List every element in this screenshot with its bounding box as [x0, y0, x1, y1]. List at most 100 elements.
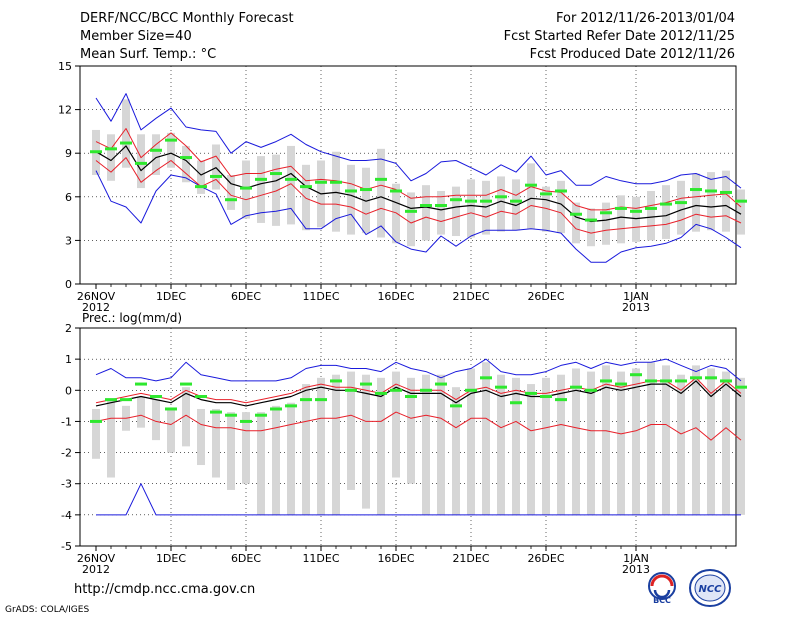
- temp-climatology-marker: [510, 199, 522, 203]
- temp-climatology-marker: [195, 185, 207, 189]
- temp-climatology-marker: [405, 209, 417, 213]
- prec-climatology-marker: [360, 382, 372, 386]
- prec-climatology-marker: [540, 395, 552, 399]
- prec-x-tick-label: 11DEC: [302, 552, 339, 565]
- forecast-produced-date: Fcst Produced Date 2012/11/26: [529, 47, 735, 62]
- prec-ensemble-box: [287, 402, 295, 515]
- temp-ensemble-box: [707, 172, 715, 231]
- prec-ensemble-box: [257, 412, 265, 515]
- prec-climatology-marker: [300, 398, 312, 402]
- temp-climatology-marker: [495, 195, 507, 199]
- temp-ensemble-box: [107, 134, 115, 181]
- prec-y-tick-label: -3: [61, 478, 72, 491]
- temp-ensemble-box: [257, 156, 265, 223]
- precip-variable-label: Prec.: log(mm/d): [82, 311, 182, 325]
- temp-ensemble-box: [167, 132, 175, 168]
- temp-climatology-marker: [300, 185, 312, 189]
- temp-climatology-marker: [630, 209, 642, 213]
- temp-ensemble-box: [617, 195, 625, 244]
- temp-climatology-marker: [435, 204, 447, 208]
- temp-ensemble-box: [452, 186, 460, 237]
- prec-ensemble-box: [452, 387, 460, 515]
- prec-ensemble-box: [212, 408, 220, 478]
- prec-ensemble-box: [542, 377, 550, 515]
- prec-y-tick-label: 0: [65, 384, 72, 397]
- prec-ensemble-box: [527, 384, 535, 515]
- prec-climatology-marker: [345, 388, 357, 392]
- temp-ensemble-box: [572, 202, 580, 244]
- prec-y-tick-label: -1: [61, 415, 72, 428]
- prec-climatology-marker: [255, 413, 267, 417]
- prec-climatology-marker: [390, 388, 402, 392]
- temp-ensemble-mean-line: [95, 145, 742, 223]
- ncc-logo: NCC: [689, 569, 731, 607]
- temp-climatology-marker: [675, 201, 687, 205]
- prec-ensemble-box: [467, 368, 475, 515]
- prec-ensemble-box: [602, 365, 610, 515]
- temp-climatology-marker: [375, 177, 387, 181]
- prec-climatology-marker: [165, 407, 177, 411]
- temp-ensemble-box: [287, 145, 295, 225]
- prec-climatology-marker: [150, 395, 162, 399]
- prec-x-year-label: 2013: [622, 563, 650, 576]
- prec-climatology-marker: [135, 382, 147, 386]
- temp-climatology-marker: [285, 177, 297, 181]
- prec-climatology-marker: [240, 419, 252, 423]
- prec-climatology-marker: [480, 376, 492, 380]
- prec-ensemble-box: [227, 412, 235, 490]
- temp-climatology-marker: [90, 150, 102, 154]
- temp-ensemble-box: [182, 145, 190, 183]
- prec-ensemble-box: [512, 377, 520, 515]
- prec-x-tick-label: 1DEC: [156, 552, 186, 565]
- temp-ensemble-box: [602, 202, 610, 245]
- temp-ensemble-box: [737, 189, 745, 235]
- prec-ensemble-box: [332, 374, 340, 515]
- temp-climatology-marker: [345, 189, 357, 193]
- prec-ensemble-box: [437, 374, 445, 515]
- prec-climatology-marker: [450, 404, 462, 408]
- temp-climatology-marker: [705, 189, 717, 193]
- prec-plot-frame: [79, 327, 737, 547]
- temp-x-tick-label: 6DEC: [231, 290, 261, 303]
- prec-ensemble-box: [392, 371, 400, 478]
- prec-ensemble-box: [482, 362, 490, 515]
- temp-x-year-label: 2013: [622, 301, 650, 314]
- prec-ensemble-box: [557, 374, 565, 515]
- temp-y-tick-label: 9: [65, 147, 72, 160]
- prec-min-line: [96, 483, 741, 516]
- temp-ensemble-box: [482, 180, 490, 235]
- temp-lower-spread-line: [95, 157, 742, 234]
- temp-climatology-marker: [330, 180, 342, 184]
- temp-climatology-marker: [180, 156, 192, 160]
- prec-ensemble-box: [152, 399, 160, 441]
- temp-ensemble-box: [467, 179, 475, 238]
- temp-ensemble-box: [392, 183, 400, 244]
- prec-ensemble-box: [317, 377, 325, 515]
- temp-climatology-marker: [150, 148, 162, 152]
- bcc-logo: BCC: [648, 572, 676, 605]
- temp-ensemble-box: [647, 190, 655, 241]
- temp-x-year-label: 2012: [82, 301, 110, 314]
- prec-x-tick-label: 26NOV: [77, 552, 116, 565]
- prec-climatology-marker: [525, 391, 537, 395]
- prec-ensemble-box: [182, 387, 190, 447]
- prec-x-tick-label: 6DEC: [231, 552, 261, 565]
- temp-ensemble-box: [272, 154, 280, 226]
- prec-ensemble-box: [617, 371, 625, 515]
- prec-climatology-marker: [600, 379, 612, 383]
- prec-x-tick-label: 21DEC: [452, 552, 489, 565]
- temp-y-tick-label: 0: [65, 278, 72, 291]
- temp-x-tick-label: 26NOV: [77, 290, 116, 303]
- prec-climatology-marker: [405, 395, 417, 399]
- temp-climatology-marker: [735, 199, 747, 203]
- temp-x-tick-label: 1DEC: [156, 290, 186, 303]
- prec-ensemble-box: [407, 377, 415, 484]
- prec-y-tick-label: -4: [61, 509, 72, 522]
- temp-climatology-marker: [480, 199, 492, 203]
- temp-climatology-marker: [615, 206, 627, 210]
- prec-ensemble-box: [572, 368, 580, 515]
- temp-climatology-marker: [135, 161, 147, 165]
